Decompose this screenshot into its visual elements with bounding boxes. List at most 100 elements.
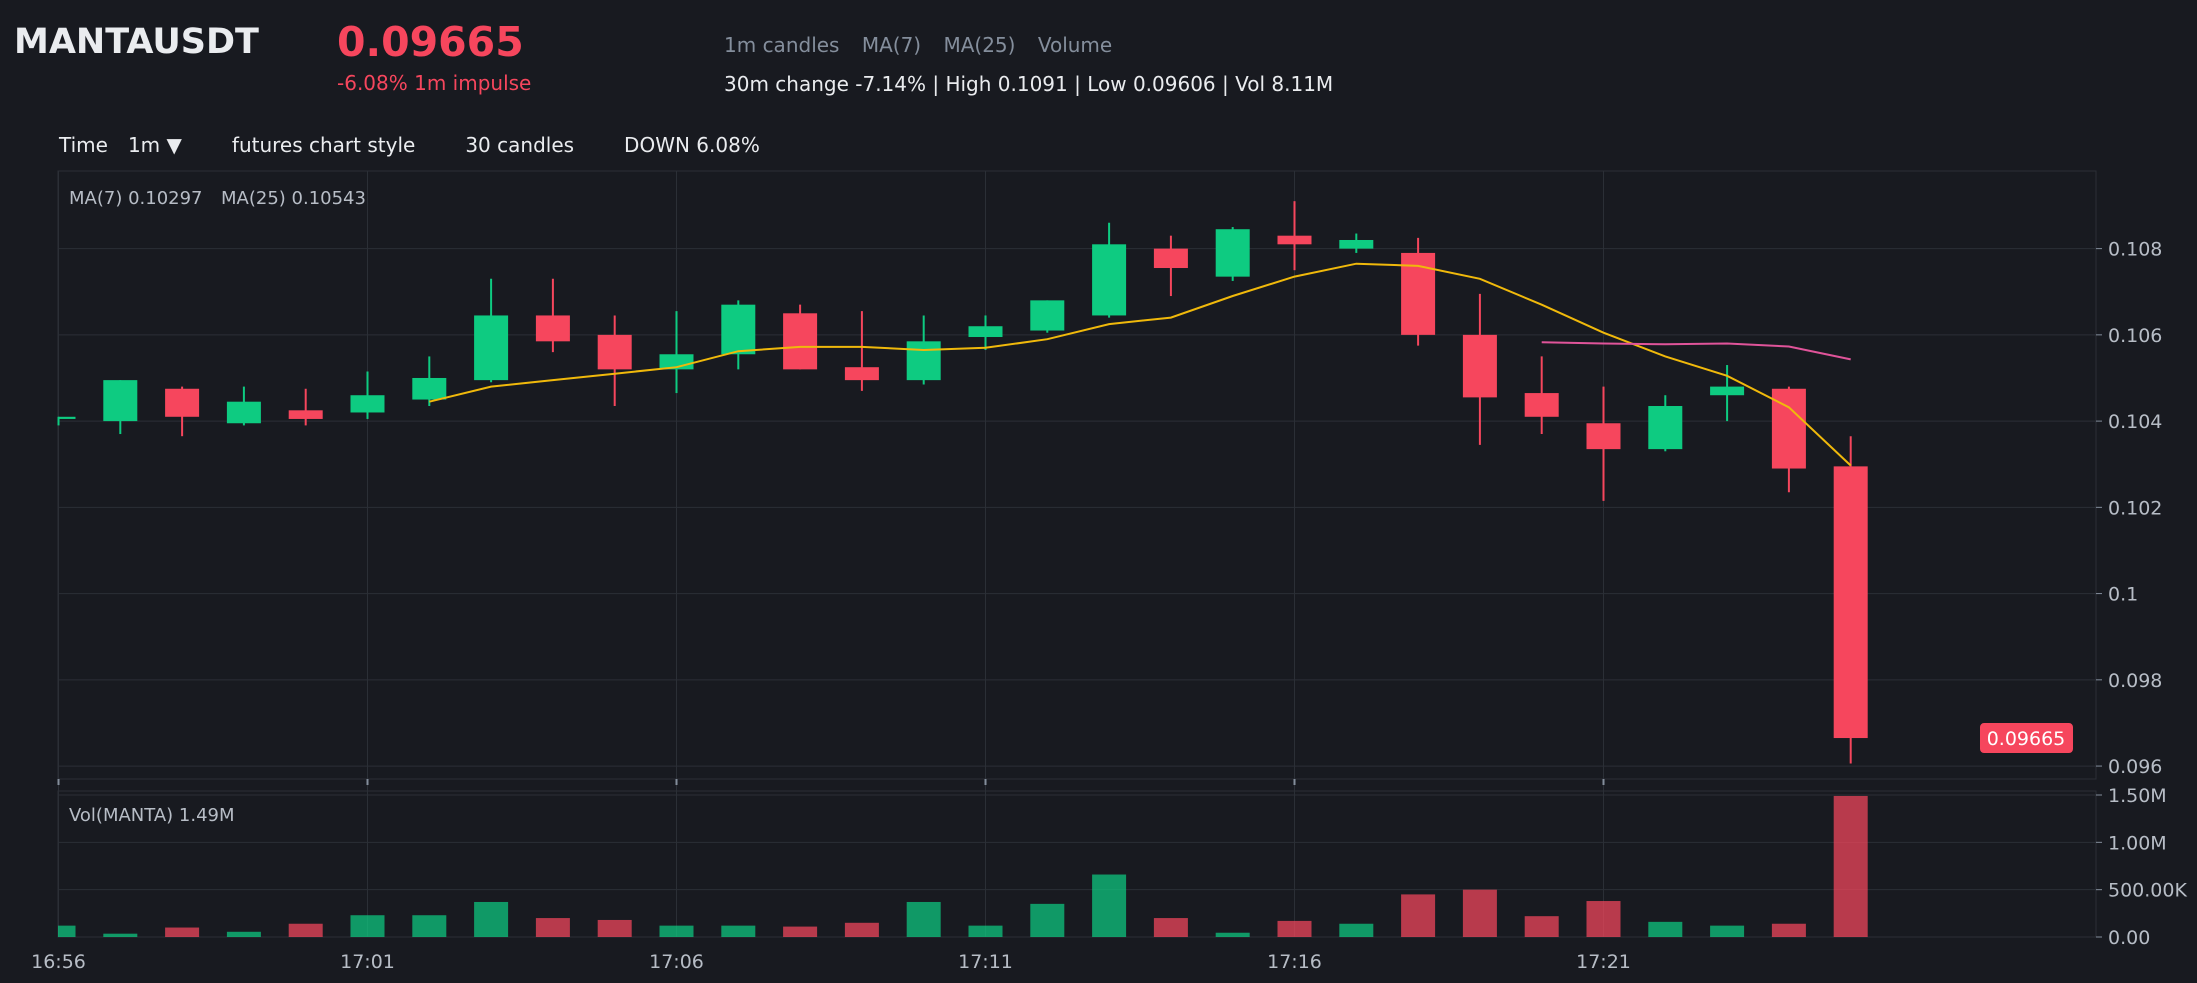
candle	[1462, 293, 1497, 445]
volume-bar	[1771, 923, 1806, 937]
candle	[1153, 235, 1188, 297]
price-tick-label: 0.102	[2108, 497, 2162, 519]
time-tick-label: 17:16	[1267, 951, 1322, 973]
time-tick-label: 16:56	[31, 951, 86, 973]
indicator-candles: 1m candles	[724, 33, 840, 57]
chart-toolbar: Time 1m ▼ futures chart style 30 candles…	[59, 133, 810, 157]
candle	[1030, 300, 1065, 333]
last-price-tag-label: 0.09665	[1987, 728, 2066, 750]
volume-legend: Vol(MANTA) 1.49M	[69, 805, 235, 826]
direction-label: DOWN 6.08%	[624, 133, 760, 157]
candle	[412, 356, 447, 407]
candle-body	[783, 313, 818, 370]
candle	[350, 371, 385, 419]
volume-bar	[474, 901, 509, 937]
candle	[103, 380, 138, 435]
volume-bar	[1833, 795, 1868, 937]
volume-panel-frame	[57, 790, 2097, 938]
candle	[1401, 237, 1436, 346]
candle-body	[1710, 386, 1745, 396]
volume-bar	[721, 925, 756, 937]
symbol-title: MANTAUSDT	[14, 22, 259, 62]
candle-body	[1153, 248, 1188, 269]
candle-body	[597, 334, 632, 370]
volume-bar	[1462, 889, 1497, 937]
indicator-ma7: MA(7)	[861, 33, 922, 57]
volume-bar	[844, 922, 879, 937]
time-interval-group: Time 1m ▼	[59, 133, 182, 157]
candle	[721, 300, 756, 370]
candle-body	[1277, 235, 1312, 245]
candle-body	[721, 304, 756, 355]
price-tick-label: 0.1	[2108, 584, 2138, 606]
volume-bar	[659, 925, 694, 937]
volume-bar	[103, 933, 138, 937]
candle	[1586, 386, 1621, 501]
candle-body	[1833, 466, 1868, 739]
candle-body	[1524, 393, 1559, 417]
volume-bar	[58, 925, 76, 937]
candle-body	[844, 367, 879, 381]
candle	[1339, 233, 1374, 253]
candle-body	[1648, 406, 1683, 450]
candle	[1833, 436, 1868, 764]
volume-bar	[1153, 918, 1188, 937]
last-price: 0.09665	[337, 18, 524, 66]
candle-count-label: 30 candles	[465, 133, 575, 157]
candle	[1648, 395, 1683, 452]
volume-bar	[1648, 921, 1683, 937]
time-label: Time	[59, 133, 108, 157]
candle-body	[1215, 229, 1250, 277]
time-tick-label: 17:06	[649, 951, 704, 973]
candle	[1771, 386, 1806, 493]
candle	[57, 416, 76, 426]
price-panel-frame	[57, 170, 2097, 780]
volume-bar	[906, 901, 941, 937]
candle-body	[1092, 244, 1127, 316]
volume-bar	[350, 915, 385, 937]
candle-body	[906, 341, 941, 381]
volume-bar	[1030, 903, 1065, 937]
volume-bar	[1339, 923, 1374, 937]
indicator-ma25: MA(25)	[943, 33, 1016, 57]
price-tick-label: 0.096	[2108, 756, 2162, 778]
time-tick-label: 17:01	[340, 951, 395, 973]
candle-body	[1030, 300, 1065, 331]
volume-tick-label: 1.00M	[2108, 832, 2167, 854]
volume-tick-label: 0.00	[2108, 927, 2150, 949]
price-tick-label: 0.106	[2108, 325, 2162, 347]
volume-tick-label: 1.50M	[2108, 785, 2167, 807]
candle-body	[412, 377, 447, 400]
volume-bar	[597, 919, 632, 937]
price-tick-label: 0.108	[2108, 239, 2162, 261]
volume-bar	[1710, 925, 1745, 937]
volume-bar	[288, 923, 323, 937]
ma25-line	[1541, 341, 1851, 361]
indicator-list: 1m candles MA(7) MA(25) Volume	[724, 33, 1128, 57]
volume-bar	[412, 915, 447, 937]
candle	[1277, 201, 1312, 271]
candle-body	[535, 315, 570, 342]
volume-tick-label: 500.00K	[2108, 880, 2187, 902]
price-tick-label: 0.104	[2108, 411, 2162, 433]
candle	[1524, 356, 1559, 435]
interval-dropdown[interactable]: 1m ▼	[127, 133, 182, 157]
candle	[288, 388, 323, 426]
ma-legend-ma7: MA(7) 0.10297	[69, 188, 203, 209]
candle	[783, 304, 818, 370]
candle-body	[165, 388, 200, 417]
volume-bar	[1092, 874, 1127, 937]
indicator-volume: Volume	[1037, 33, 1113, 57]
volume-bar	[535, 918, 570, 937]
candle-body	[968, 326, 1003, 338]
candle	[597, 315, 632, 407]
volume-bar	[783, 926, 818, 937]
chart-style-label[interactable]: futures chart style	[231, 133, 416, 157]
volume-bar	[968, 925, 1003, 937]
candle	[165, 386, 200, 437]
time-tick-label: 17:11	[958, 951, 1013, 973]
last-price-tag	[1980, 723, 2073, 754]
candle	[1215, 227, 1250, 281]
candle-body	[226, 401, 261, 424]
